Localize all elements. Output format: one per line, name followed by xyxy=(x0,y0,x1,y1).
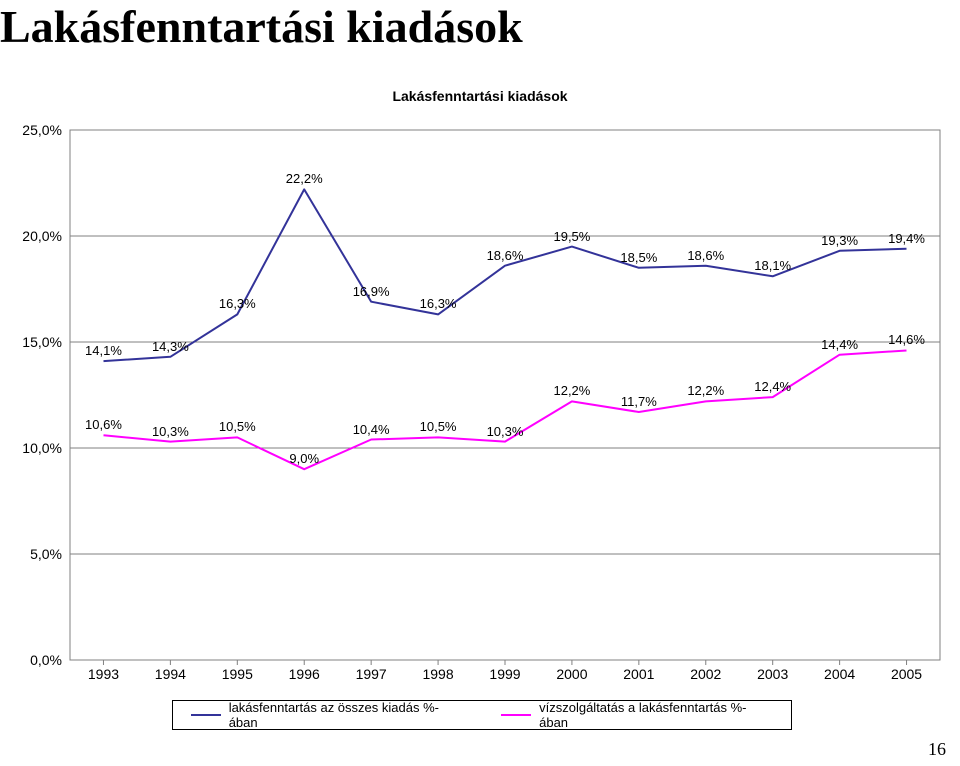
x-tick-label: 1993 xyxy=(88,666,119,682)
data-label: 18,6% xyxy=(487,248,524,263)
data-label: 18,6% xyxy=(687,248,724,263)
x-tick-label: 2005 xyxy=(891,666,922,682)
legend-item-1: vízszolgáltatás a lakásfenntartás %-ában xyxy=(501,700,773,730)
legend-swatch-0 xyxy=(191,714,221,716)
y-tick-label: 0,0% xyxy=(30,652,62,668)
legend-item-0: lakásfenntartás az összes kiadás %-ában xyxy=(191,700,465,730)
page-number: 16 xyxy=(928,739,946,760)
x-tick-label: 2001 xyxy=(623,666,654,682)
data-label: 14,1% xyxy=(85,343,122,358)
data-label: 16,3% xyxy=(420,296,457,311)
x-tick-label: 1997 xyxy=(356,666,387,682)
x-tick-label: 1998 xyxy=(422,666,453,682)
legend-label-0: lakásfenntartás az összes kiadás %-ában xyxy=(229,700,466,730)
data-label: 18,1% xyxy=(754,258,791,273)
x-tick-label: 1999 xyxy=(489,666,520,682)
x-tick-label: 2002 xyxy=(690,666,721,682)
line-chart xyxy=(70,130,940,660)
data-label: 10,3% xyxy=(487,424,524,439)
data-label: 22,2% xyxy=(286,171,323,186)
data-label: 18,5% xyxy=(620,250,657,265)
data-label: 19,5% xyxy=(553,229,590,244)
x-tick-label: 1994 xyxy=(155,666,186,682)
x-tick-label: 1996 xyxy=(289,666,320,682)
data-label: 16,9% xyxy=(353,284,390,299)
page-title: Lakásfenntartási kiadások xyxy=(0,0,523,53)
data-label: 19,3% xyxy=(821,233,858,248)
chart-container: 0,0%5,0%10,0%15,0%20,0%25,0% 19931994199… xyxy=(70,130,940,660)
legend-label-1: vízszolgáltatás a lakásfenntartás %-ában xyxy=(539,700,773,730)
y-tick-label: 5,0% xyxy=(30,546,62,562)
data-label: 10,3% xyxy=(152,424,189,439)
data-label: 10,5% xyxy=(420,419,457,434)
y-tick-label: 20,0% xyxy=(22,228,62,244)
data-label: 19,4% xyxy=(888,231,925,246)
x-tick-label: 1995 xyxy=(222,666,253,682)
legend: lakásfenntartás az összes kiadás %-ában … xyxy=(172,700,792,730)
y-tick-label: 25,0% xyxy=(22,122,62,138)
data-label: 14,3% xyxy=(152,339,189,354)
x-tick-label: 2004 xyxy=(824,666,855,682)
data-label: 10,5% xyxy=(219,419,256,434)
x-tick-label: 2003 xyxy=(757,666,788,682)
data-label: 10,4% xyxy=(353,422,390,437)
data-label: 10,6% xyxy=(85,417,122,432)
data-label: 12,2% xyxy=(553,383,590,398)
y-tick-label: 15,0% xyxy=(22,334,62,350)
data-label: 12,4% xyxy=(754,379,791,394)
data-label: 9,0% xyxy=(289,451,319,466)
data-label: 14,6% xyxy=(888,332,925,347)
data-label: 16,3% xyxy=(219,296,256,311)
y-tick-label: 10,0% xyxy=(22,440,62,456)
chart-subtitle: Lakásfenntartási kiadások xyxy=(0,88,960,104)
legend-swatch-1 xyxy=(501,714,531,716)
data-label: 14,4% xyxy=(821,337,858,352)
x-tick-label: 2000 xyxy=(556,666,587,682)
data-label: 11,7% xyxy=(621,394,657,409)
data-label: 12,2% xyxy=(687,383,724,398)
